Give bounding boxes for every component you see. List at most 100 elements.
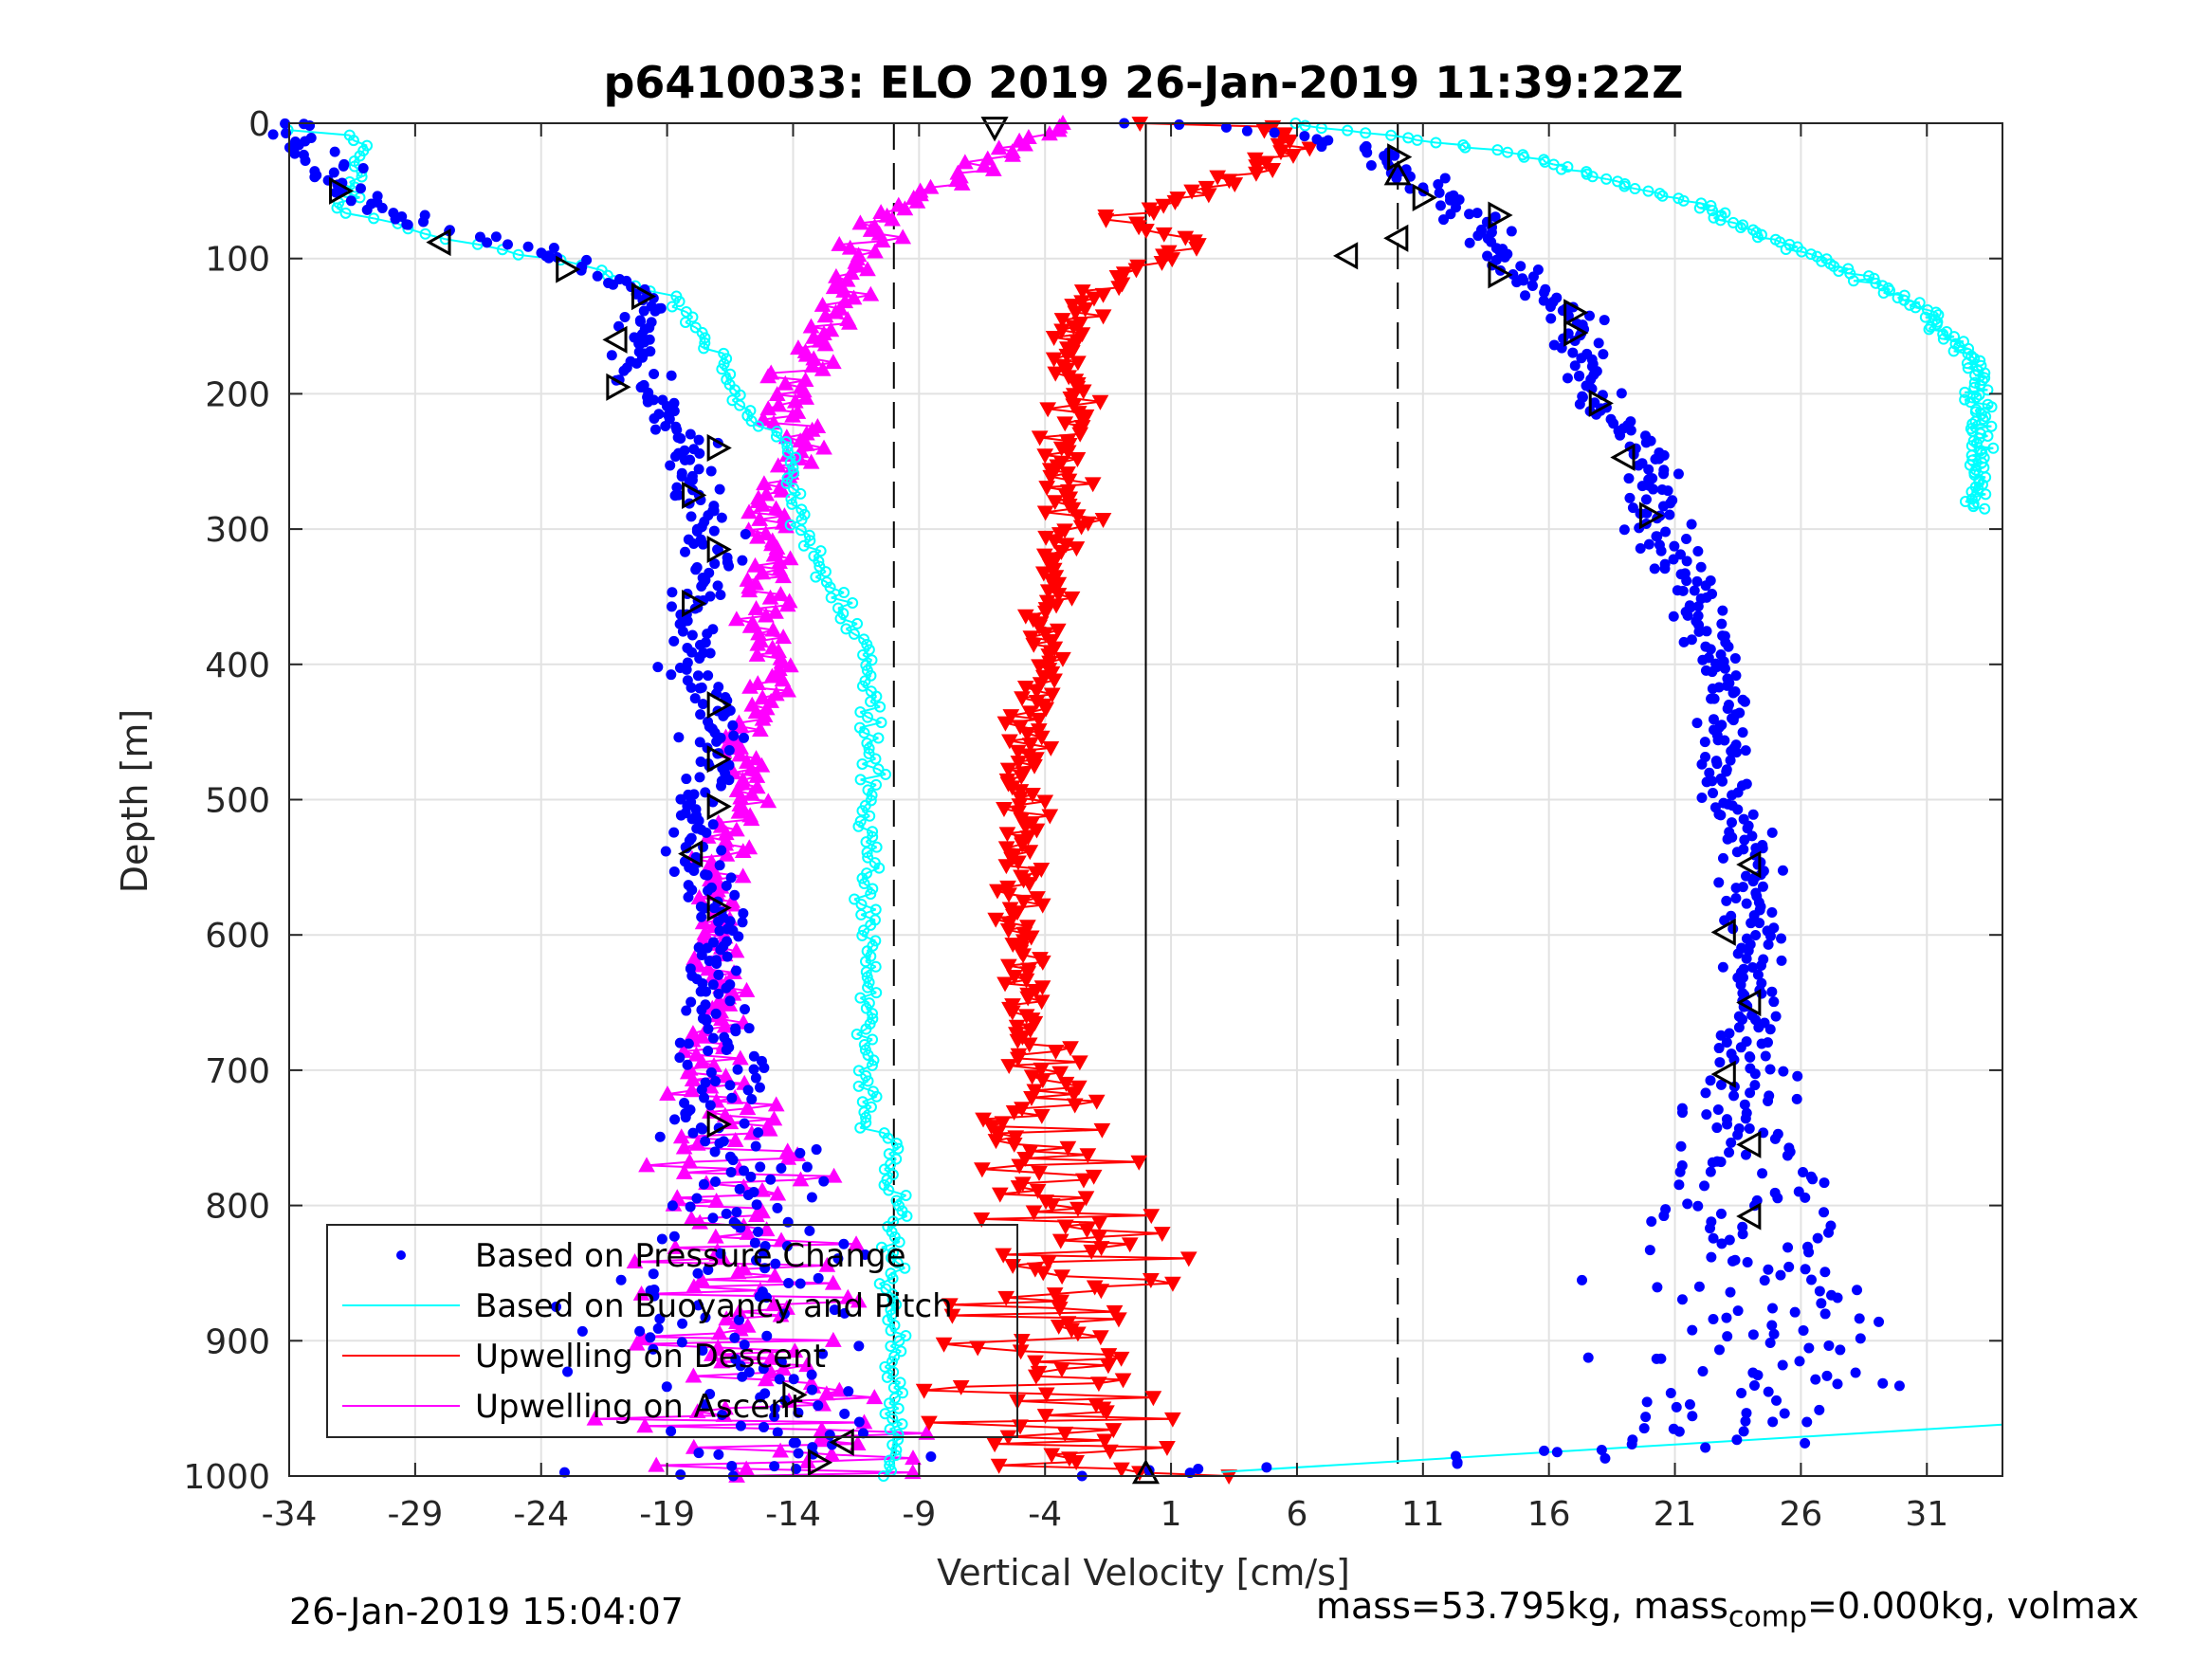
upwelling-ascent-point xyxy=(703,1345,721,1361)
upwelling-ascent-point xyxy=(749,528,766,544)
upwelling-descent-segment xyxy=(952,1314,1119,1321)
pressure-ascent-point xyxy=(1819,1177,1830,1189)
pressure-descent-point xyxy=(649,305,661,317)
pressure-ascent-point xyxy=(1643,538,1654,550)
pressure-descent-point xyxy=(652,1322,664,1334)
buoyancy-ascent-segment xyxy=(1699,207,1713,212)
upwelling-ascent-segment xyxy=(780,1449,832,1456)
buoyancy-ascent-point xyxy=(1977,413,1989,426)
pressure-ascent-point xyxy=(1739,696,1750,707)
buoyancy-descent-point xyxy=(856,872,868,884)
upwelling-ascent-point xyxy=(730,803,748,819)
upwelling-ascent-segment xyxy=(800,1175,834,1181)
pressure-ascent-point xyxy=(1835,1344,1846,1356)
pressure-ascent-point xyxy=(1582,1352,1594,1363)
pressure-ascent-point xyxy=(1814,1285,1825,1297)
pressure-ascent-point xyxy=(1740,1149,1751,1160)
upwelling-ascent-point xyxy=(765,1110,783,1126)
buoyancy-descent-point xyxy=(860,1023,872,1035)
buoyancy-descent-point xyxy=(840,623,852,635)
pressure-descent-point xyxy=(679,454,690,465)
buoyancy-ascent-point xyxy=(1892,292,1904,304)
pressure-ascent-point xyxy=(1740,1415,1751,1427)
upwelling-ascent-segment xyxy=(821,1431,927,1438)
pressure-descent-point xyxy=(667,587,678,598)
waypoint-marker xyxy=(1383,224,1409,252)
upwelling-descent-segment xyxy=(1099,1231,1162,1238)
pressure-descent-point xyxy=(724,995,736,1007)
pressure-ascent-point xyxy=(1626,1438,1637,1449)
pressure-descent-point xyxy=(730,1026,741,1037)
pressure-ascent-point xyxy=(1736,1388,1747,1399)
upwelling-descent-segment xyxy=(928,1417,1173,1424)
pressure-descent-point xyxy=(674,1052,686,1064)
upwelling-ascent-segment xyxy=(765,1378,812,1385)
upwelling-ascent-point xyxy=(683,1082,701,1098)
upwelling-descent-segment xyxy=(1045,511,1078,518)
buoyancy-descent-segment xyxy=(853,893,871,901)
pressure-descent-point xyxy=(839,1307,850,1319)
upwelling-ascent-point xyxy=(774,671,792,687)
pressure-ascent-point xyxy=(1618,524,1630,536)
pressure-ascent-point xyxy=(1567,347,1579,358)
buoyancy-descent-point xyxy=(891,1257,904,1269)
pressure-ascent-point xyxy=(1693,626,1705,637)
pressure-ascent-point xyxy=(1757,881,1768,892)
pressure-descent-point xyxy=(718,710,729,721)
pressure-descent-point xyxy=(548,243,559,254)
y-tick-label: 600 xyxy=(205,917,270,956)
buoyancy-ascent-point xyxy=(1708,211,1720,224)
upwelling-ascent-point xyxy=(759,793,777,809)
pressure-ascent-point xyxy=(1678,636,1690,647)
buoyancy-descent-point xyxy=(856,805,868,817)
pressure-descent-point xyxy=(859,1249,870,1260)
upwelling-ascent-point xyxy=(727,942,745,958)
buoyancy-descent-point xyxy=(858,924,870,937)
upwelling-ascent-point xyxy=(765,414,782,430)
upwelling-ascent-segment xyxy=(693,1371,772,1377)
upwelling-descent-segment xyxy=(1014,1142,1069,1149)
pressure-ascent-point xyxy=(1682,1198,1693,1210)
pressure-ascent-point xyxy=(1715,810,1727,821)
pressure-ascent-point xyxy=(1874,1316,1885,1327)
pressure-descent-point xyxy=(345,195,356,207)
pressure-descent-point xyxy=(761,1330,773,1341)
buoyancy-ascent-segment xyxy=(1875,282,1883,287)
pressure-descent-point xyxy=(675,810,686,821)
pressure-ascent-point xyxy=(1728,1090,1740,1102)
upwelling-ascent-point xyxy=(769,457,787,473)
pressure-descent-point xyxy=(776,1162,787,1174)
upwelling-descent-segment xyxy=(1031,1096,1097,1103)
pressure-descent-point xyxy=(636,329,648,340)
upwelling-ascent-point xyxy=(781,550,799,566)
pressure-descent-point xyxy=(666,669,677,681)
pressure-descent-point xyxy=(712,544,723,556)
pressure-ascent-point xyxy=(1801,1416,1813,1428)
buoyancy-descent-segment xyxy=(862,1095,877,1103)
pressure-descent-point xyxy=(739,1004,750,1015)
x-tick-label: -34 xyxy=(262,1495,318,1534)
buoyancy-descent-point xyxy=(875,1241,887,1253)
pressure-descent-point xyxy=(692,1267,704,1279)
upwelling-descent-segment xyxy=(1178,193,1209,200)
upwelling-ascent-point xyxy=(781,657,799,673)
pressure-ascent-point xyxy=(1433,178,1444,190)
pressure-descent-point xyxy=(376,202,388,213)
pressure-descent-point xyxy=(654,1313,666,1324)
upwelling-ascent-segment xyxy=(693,1282,833,1288)
pressure-descent-point xyxy=(698,1178,709,1190)
buoyancy-descent-segment xyxy=(831,596,853,604)
pressure-ascent-point xyxy=(1730,670,1742,682)
upwelling-ascent-segment xyxy=(797,343,826,350)
buoyancy-descent-point xyxy=(858,727,870,739)
waypoint-marker xyxy=(1563,319,1589,347)
buoyancy-descent-point xyxy=(347,135,359,147)
pressure-ascent-point xyxy=(1779,1408,1790,1419)
pressure-descent-point xyxy=(689,693,701,704)
buoyancy-descent-segment xyxy=(885,1407,900,1415)
pressure-ascent-point xyxy=(1721,895,1732,906)
pressure-descent-point xyxy=(714,1138,725,1149)
pressure-descent-point xyxy=(696,950,707,961)
upwelling-descent-segment xyxy=(923,1389,1047,1395)
